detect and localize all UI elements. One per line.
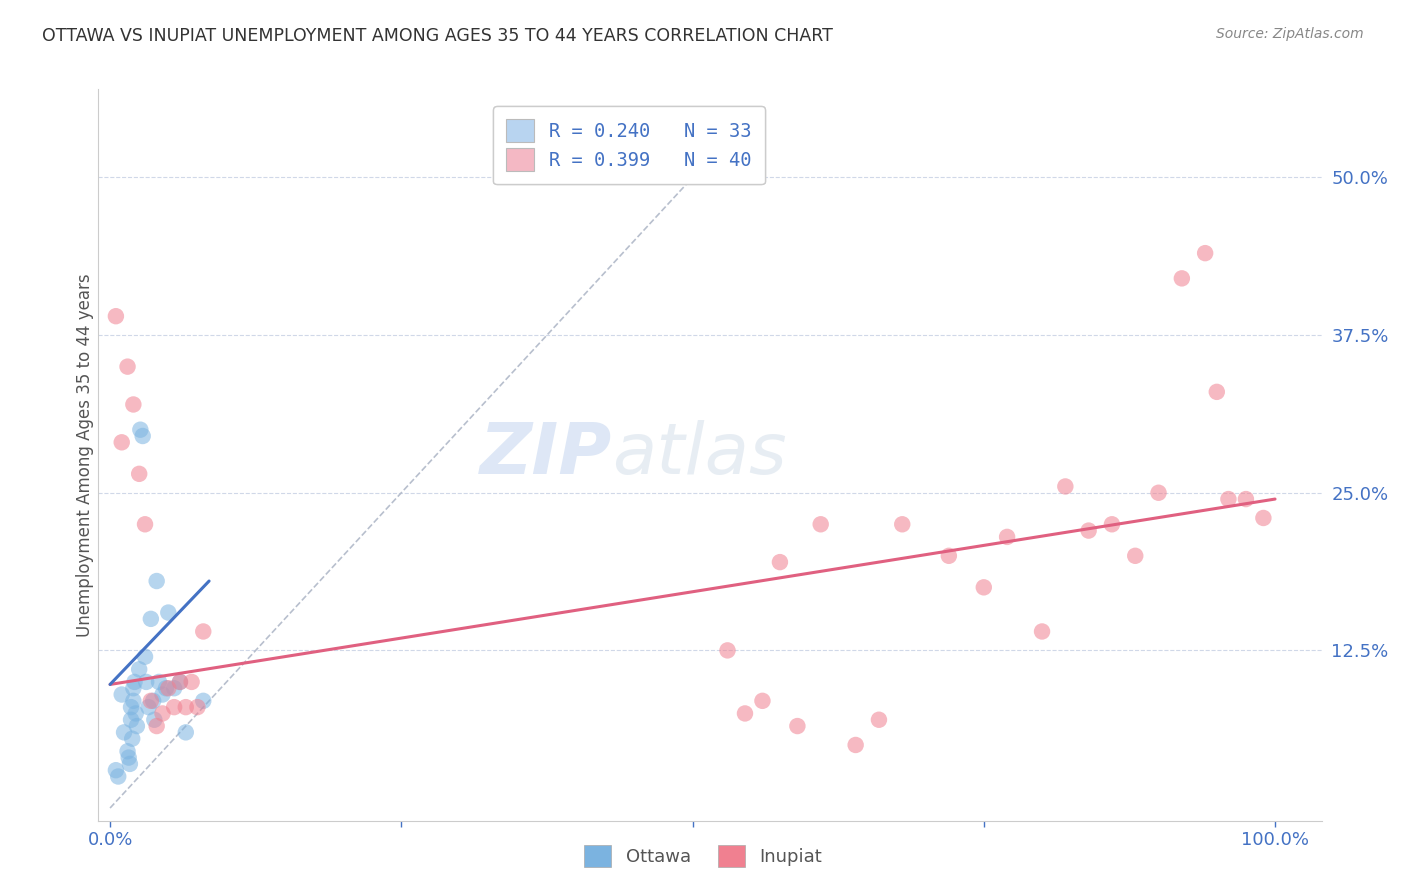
Point [973,580,995,594]
Point [169,674,191,689]
Point [1205,384,1227,399]
Point [118,750,141,764]
Point [111,688,134,702]
Point [180,674,202,689]
Point [1101,517,1123,532]
Point [193,624,215,639]
Point [163,700,186,714]
Point [157,606,180,620]
Point [118,756,141,771]
Point [1194,246,1216,260]
Point [122,694,145,708]
Point [120,700,142,714]
Point [145,574,167,588]
Point [125,719,148,733]
Point [868,713,890,727]
Point [152,688,174,702]
Text: atlas: atlas [612,420,787,490]
Point [1218,491,1240,506]
Point [751,694,773,708]
Point [128,662,150,676]
Point [845,738,868,752]
Point [148,674,170,689]
Legend: Ottawa, Inupiat: Ottawa, Inupiat [576,838,830,874]
Point [142,694,165,708]
Point [138,700,160,714]
Y-axis label: Unemployment Among Ages 35 to 44 years: Unemployment Among Ages 35 to 44 years [76,273,94,637]
Point [163,681,186,696]
Point [1077,524,1099,538]
Point [104,763,127,777]
Point [169,674,191,689]
Point [1253,511,1275,525]
Point [186,700,208,714]
Point [1123,549,1146,563]
Point [134,517,156,532]
Point [810,517,832,532]
Point [121,731,143,746]
Point [128,467,150,481]
Point [129,423,152,437]
Point [104,309,127,323]
Point [125,706,148,721]
Point [117,744,139,758]
Point [111,435,134,450]
Point [139,612,162,626]
Text: ZIP: ZIP [479,420,612,490]
Point [193,694,215,708]
Point [1171,271,1194,285]
Point [139,694,162,708]
Point [124,674,146,689]
Point [112,725,135,739]
Point [786,719,808,733]
Point [1147,485,1170,500]
Point [157,681,180,696]
Legend: R = 0.240   N = 33, R = 0.399   N = 40: R = 0.240 N = 33, R = 0.399 N = 40 [494,106,765,185]
Point [117,359,139,374]
Point [152,706,174,721]
Point [174,700,197,714]
Point [174,725,197,739]
Point [122,397,145,411]
Point [1234,491,1257,506]
Point [716,643,738,657]
Point [107,770,129,784]
Point [120,713,142,727]
Point [769,555,792,569]
Point [734,706,756,721]
Point [143,713,166,727]
Point [155,681,177,696]
Point [135,674,157,689]
Point [131,429,153,443]
Point [938,549,960,563]
Point [995,530,1018,544]
Point [891,517,914,532]
Point [134,649,156,664]
Point [122,681,145,696]
Point [1031,624,1053,639]
Point [145,719,167,733]
Point [1054,479,1077,493]
Text: OTTAWA VS INUPIAT UNEMPLOYMENT AMONG AGES 35 TO 44 YEARS CORRELATION CHART: OTTAWA VS INUPIAT UNEMPLOYMENT AMONG AGE… [42,27,832,45]
Text: Source: ZipAtlas.com: Source: ZipAtlas.com [1216,27,1364,41]
